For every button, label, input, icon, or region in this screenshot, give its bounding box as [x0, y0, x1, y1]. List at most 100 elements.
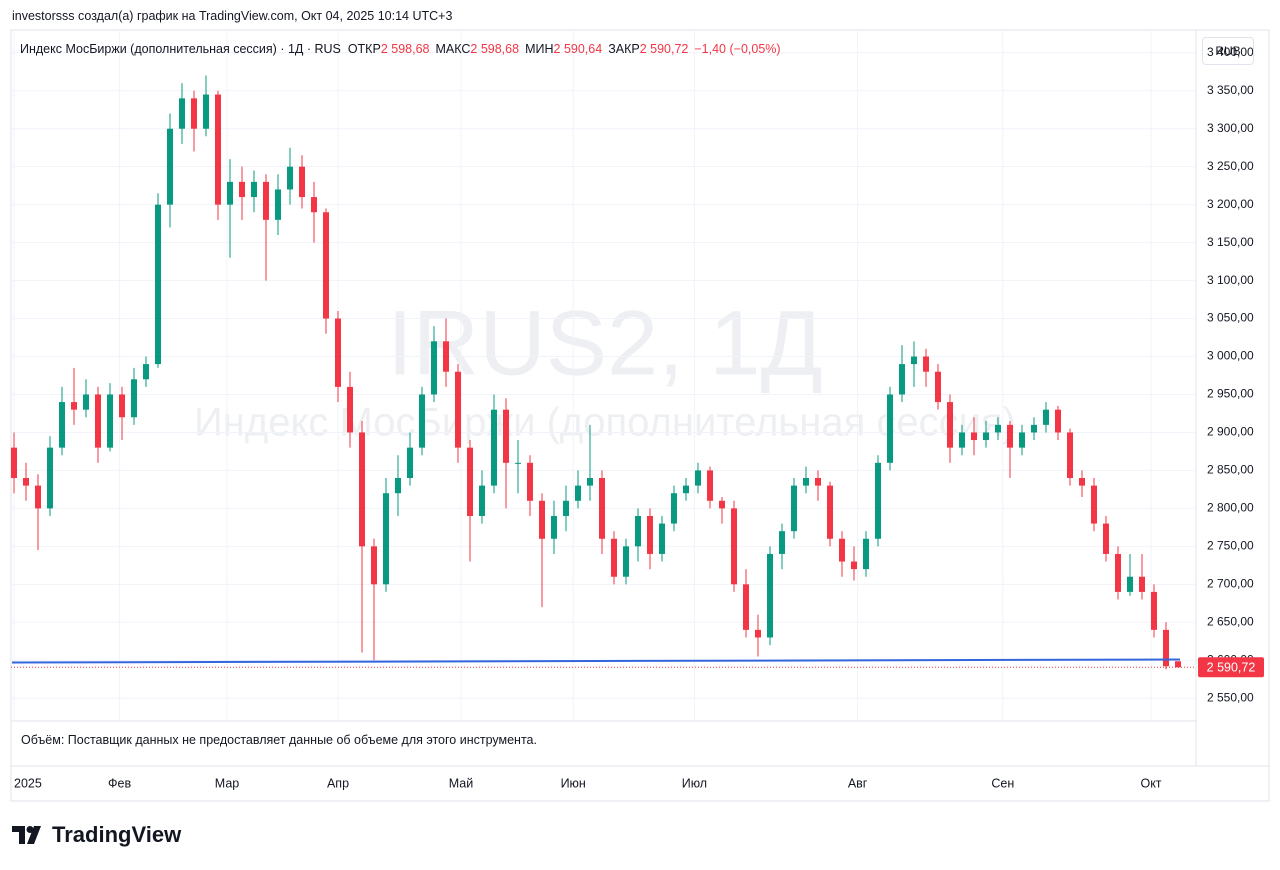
candle-body — [275, 189, 281, 220]
legend-value: 2 590,64 — [553, 42, 603, 56]
candle-body — [743, 584, 749, 630]
legend-change: −1,40 (−0,05%) — [694, 42, 781, 56]
candle-body — [767, 553, 773, 638]
candle-body — [647, 515, 653, 554]
candle-body — [599, 478, 605, 539]
candle-body — [455, 371, 461, 448]
candle-body — [1055, 409, 1061, 433]
candle-body — [827, 485, 833, 539]
candle-body — [167, 128, 173, 205]
candle-body — [191, 98, 197, 129]
candle-body — [83, 394, 89, 410]
candle-body — [923, 356, 929, 372]
candle-body — [935, 371, 941, 403]
y-tick-label: 3 400,00 — [1207, 45, 1254, 59]
x-tick-label: Июн — [561, 776, 586, 790]
currency-button[interactable]: RUB — [1202, 37, 1254, 65]
legend-value: 2 598,68 — [380, 42, 430, 56]
candle-body — [959, 432, 965, 448]
candle-body — [611, 538, 617, 577]
candle-body — [551, 515, 557, 539]
candle-body — [227, 181, 233, 205]
legend-items: ОТКР2 598,68 МАКС2 598,68 МИН2 590,64 ЗАКР2… — [348, 42, 695, 56]
candle-body — [563, 500, 569, 516]
y-tick-label: 3 150,00 — [1207, 235, 1254, 249]
candle-body — [971, 432, 977, 441]
y-tick-label: 2 550,00 — [1207, 690, 1254, 704]
x-tick-label: Авг — [848, 776, 868, 790]
candle-body — [635, 515, 641, 547]
candle-body — [695, 470, 701, 486]
candle-body — [311, 197, 317, 213]
candle-body — [1127, 576, 1133, 592]
candle-body — [731, 508, 737, 585]
candle-body — [1043, 409, 1049, 425]
y-tick-label: 2 900,00 — [1207, 425, 1254, 439]
frame — [10, 29, 1270, 802]
candle-body — [983, 432, 989, 441]
candle-body — [155, 204, 161, 365]
last-price-label: 2 590,72 — [1207, 661, 1256, 675]
legend-value: 2 590,72 — [639, 42, 689, 56]
candle-body — [263, 181, 269, 220]
candle-body — [1007, 424, 1013, 448]
candle-body — [359, 432, 365, 547]
candle-body — [287, 166, 293, 190]
candle-body — [119, 394, 125, 418]
candle-body — [911, 356, 917, 365]
candle-body — [95, 394, 101, 448]
candle-body — [575, 485, 581, 501]
candle-body — [527, 462, 533, 501]
candle-body — [1031, 424, 1037, 433]
y-tick-label: 2 950,00 — [1207, 387, 1254, 401]
candle-body — [1163, 629, 1169, 667]
candle-body — [791, 485, 797, 532]
x-tick-label: Окт — [1140, 776, 1161, 790]
candle-body — [323, 212, 329, 319]
candle-body — [395, 478, 401, 494]
legend: Индекс МосБиржи (дополнительная сессия) … — [20, 42, 787, 56]
legend-label: МИН — [525, 42, 554, 56]
candle-body — [683, 485, 689, 494]
y-tick-label: 3 050,00 — [1207, 311, 1254, 325]
volume-note: Объём: Поставщик данных не предоставляет… — [21, 733, 537, 747]
candle-body — [251, 181, 257, 198]
candle-body — [863, 538, 869, 570]
candle-body — [1115, 553, 1121, 592]
candle-body — [671, 493, 677, 524]
x-tick-label: 2025 — [14, 776, 42, 790]
y-tick-label: 2 650,00 — [1207, 614, 1254, 628]
candle-body — [431, 341, 437, 395]
candle-body — [1151, 591, 1157, 630]
candle-body — [335, 318, 341, 387]
candle-body — [1139, 576, 1145, 592]
x-tick-label: Апр — [327, 776, 349, 790]
legend-label: МАКС — [435, 42, 471, 56]
candle-body — [419, 394, 425, 448]
watermark-name: Индекс МосБиржи (дополнительная сессия) — [194, 401, 1016, 445]
logo-icon — [12, 826, 41, 844]
legend-label: ЗАКР — [608, 42, 640, 56]
y-tick-label: 2 800,00 — [1207, 501, 1254, 515]
candle-body — [347, 386, 353, 433]
x-tick-label: Июл — [682, 776, 707, 790]
candle-body — [839, 538, 845, 562]
candle-body — [71, 402, 77, 410]
y-tick-label: 3 350,00 — [1207, 83, 1254, 97]
candle-body — [719, 500, 725, 509]
watermark-symbol: IRUS2, 1Д — [387, 292, 823, 394]
candle-body — [491, 409, 497, 486]
legend-symbol: Индекс МосБиржи (дополнительная сессия) … — [20, 42, 341, 56]
candle-body — [59, 402, 65, 448]
candle-body — [899, 364, 905, 395]
y-tick-label: 3 200,00 — [1207, 197, 1254, 211]
candle-body — [851, 561, 857, 570]
candle-body — [659, 523, 665, 554]
candle-body — [707, 470, 713, 501]
legend-value: 2 598,68 — [470, 42, 520, 56]
candle-body — [467, 447, 473, 516]
candle-body — [1067, 432, 1073, 479]
candle-body — [47, 447, 53, 509]
y-tick-label: 2 700,00 — [1207, 576, 1254, 590]
